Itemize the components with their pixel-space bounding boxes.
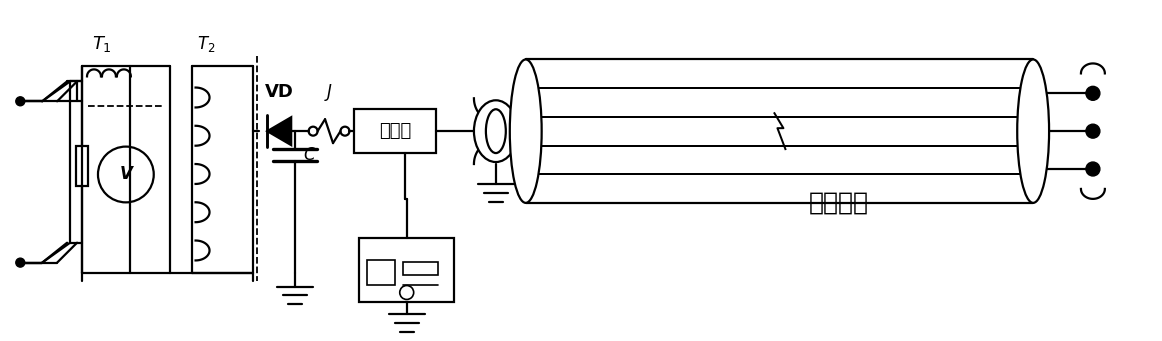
Polygon shape	[267, 117, 292, 145]
Text: 延弧器: 延弧器	[379, 122, 411, 140]
Text: VD: VD	[265, 83, 294, 101]
Ellipse shape	[474, 100, 518, 162]
Circle shape	[1086, 162, 1100, 176]
Ellipse shape	[1017, 59, 1049, 203]
Circle shape	[1086, 86, 1100, 100]
Text: C: C	[303, 146, 315, 164]
Text: J: J	[327, 83, 331, 101]
Circle shape	[16, 97, 24, 106]
Text: 被测电缆: 被测电缆	[809, 191, 869, 215]
Circle shape	[1086, 124, 1100, 138]
Bar	[76, 146, 88, 186]
Circle shape	[16, 258, 24, 267]
Bar	[359, 238, 454, 302]
Bar	[403, 262, 438, 275]
Bar	[354, 109, 436, 153]
Bar	[367, 260, 395, 284]
Text: $T_2$: $T_2$	[196, 34, 215, 55]
Text: V: V	[120, 165, 132, 183]
Ellipse shape	[510, 59, 541, 203]
Text: $T_1$: $T_1$	[92, 34, 112, 55]
Ellipse shape	[486, 109, 505, 153]
